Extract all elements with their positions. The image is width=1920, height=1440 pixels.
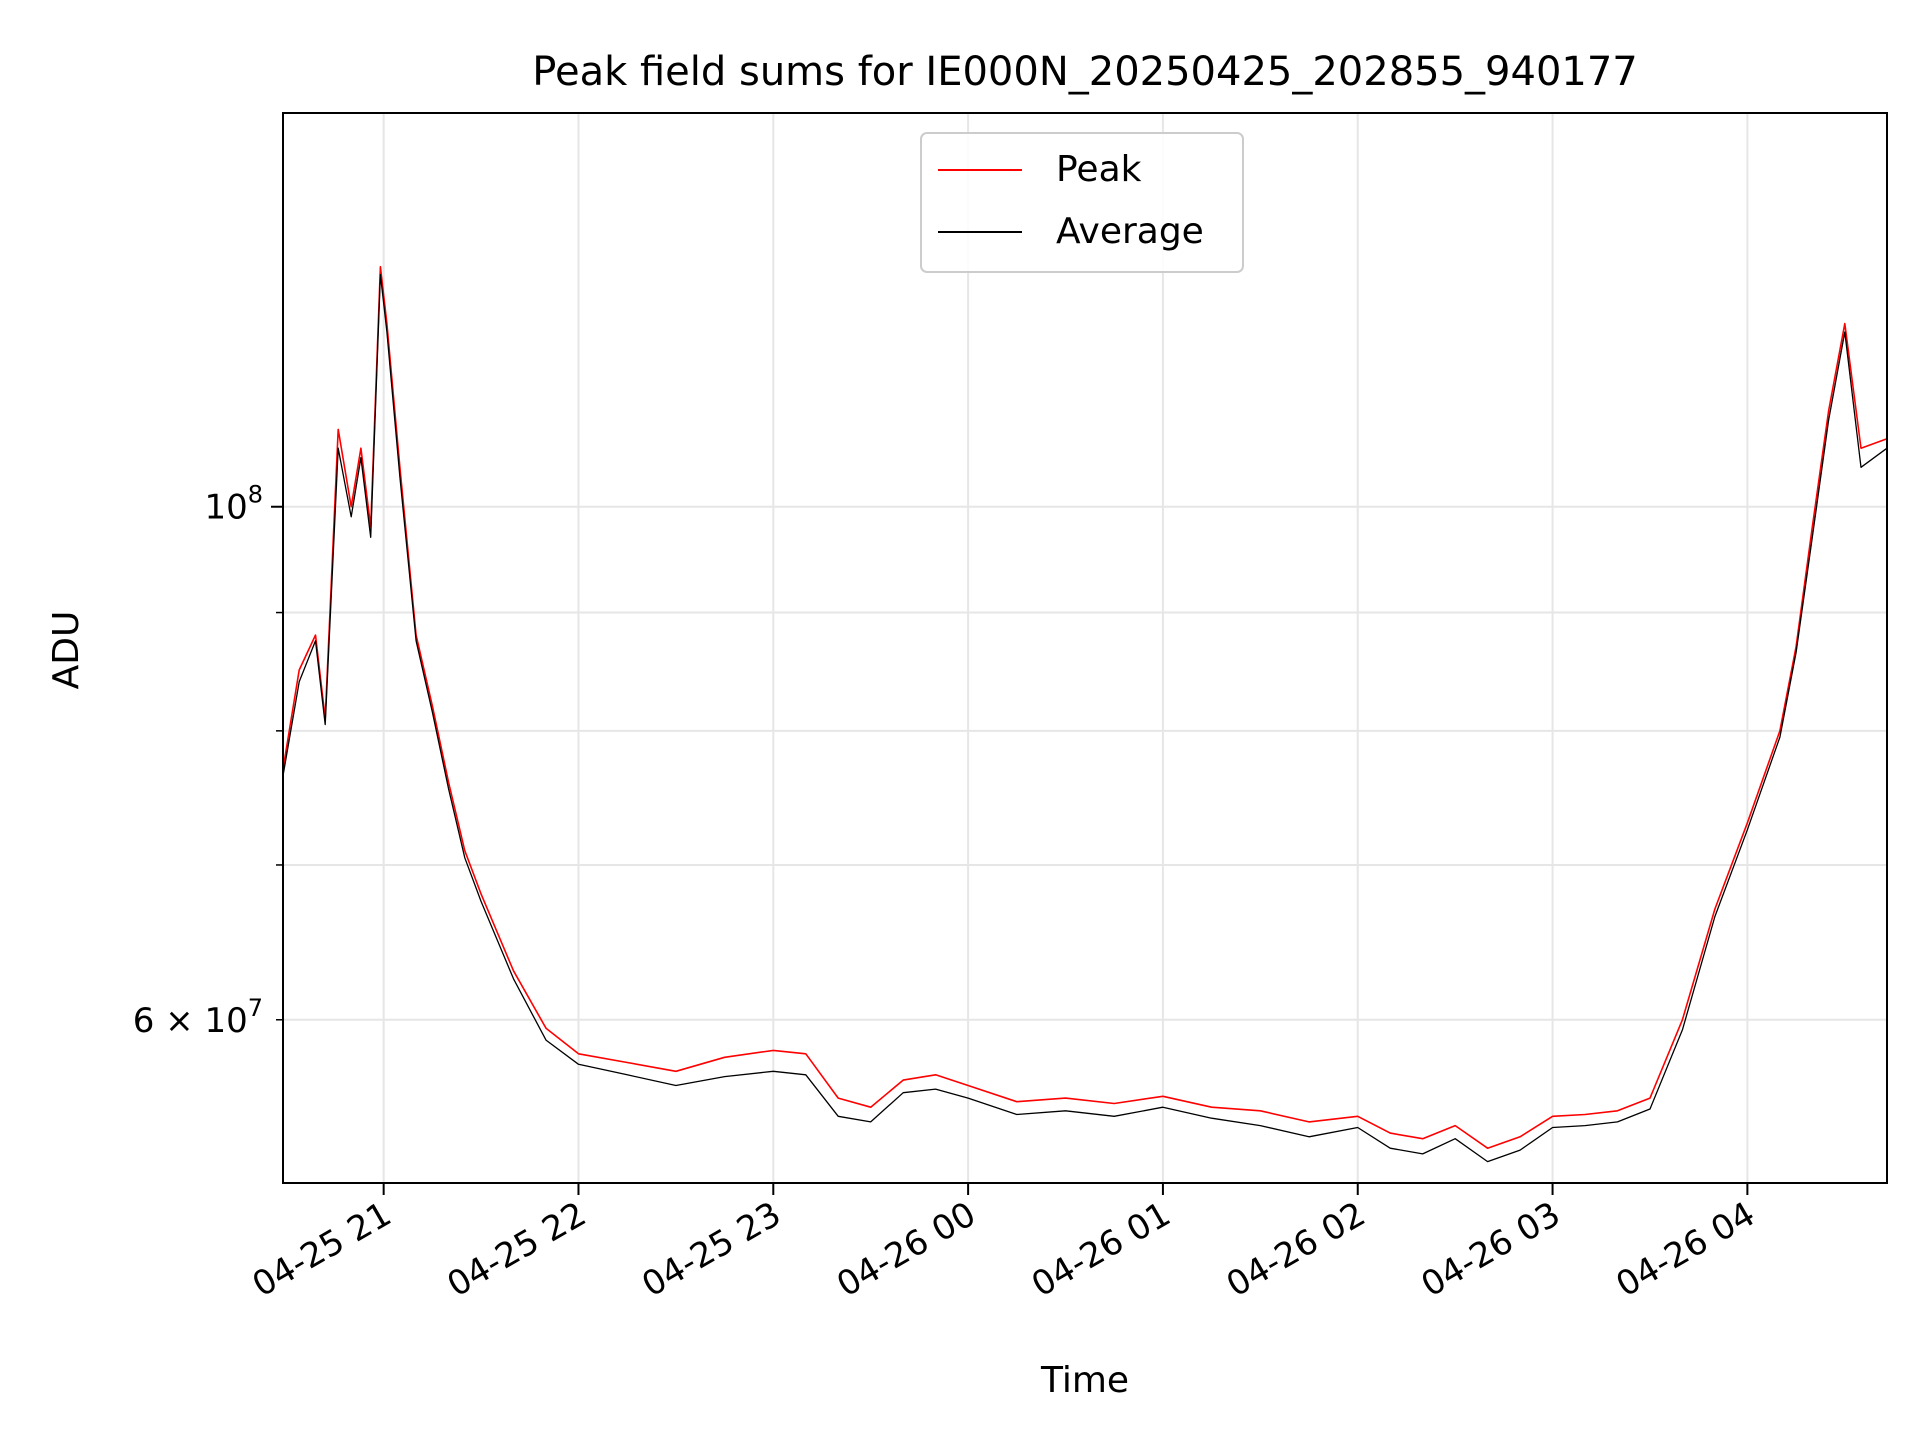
series-line-average [282, 273, 1888, 1163]
y-tick-label: 108 [204, 481, 263, 528]
y-axis-label: ADU [46, 611, 87, 690]
legend: Peak Average [920, 132, 1244, 273]
grid [283, 113, 1887, 1183]
legend-label-average: Average [1056, 211, 1204, 252]
legend-box [920, 132, 1244, 273]
chart-title: Peak field sums for IE000N_20250425_2028… [532, 49, 1637, 95]
series-line-peak [282, 265, 1888, 1149]
series-layer [282, 265, 1888, 1163]
x-axis-label: Time [1040, 1360, 1129, 1401]
y-axis: 108 6 × 107 [133, 481, 283, 1041]
legend-label-peak: Peak [1056, 149, 1142, 190]
plot-frame [282, 112, 1888, 1184]
y-tick-label: 6 × 107 [133, 994, 263, 1041]
